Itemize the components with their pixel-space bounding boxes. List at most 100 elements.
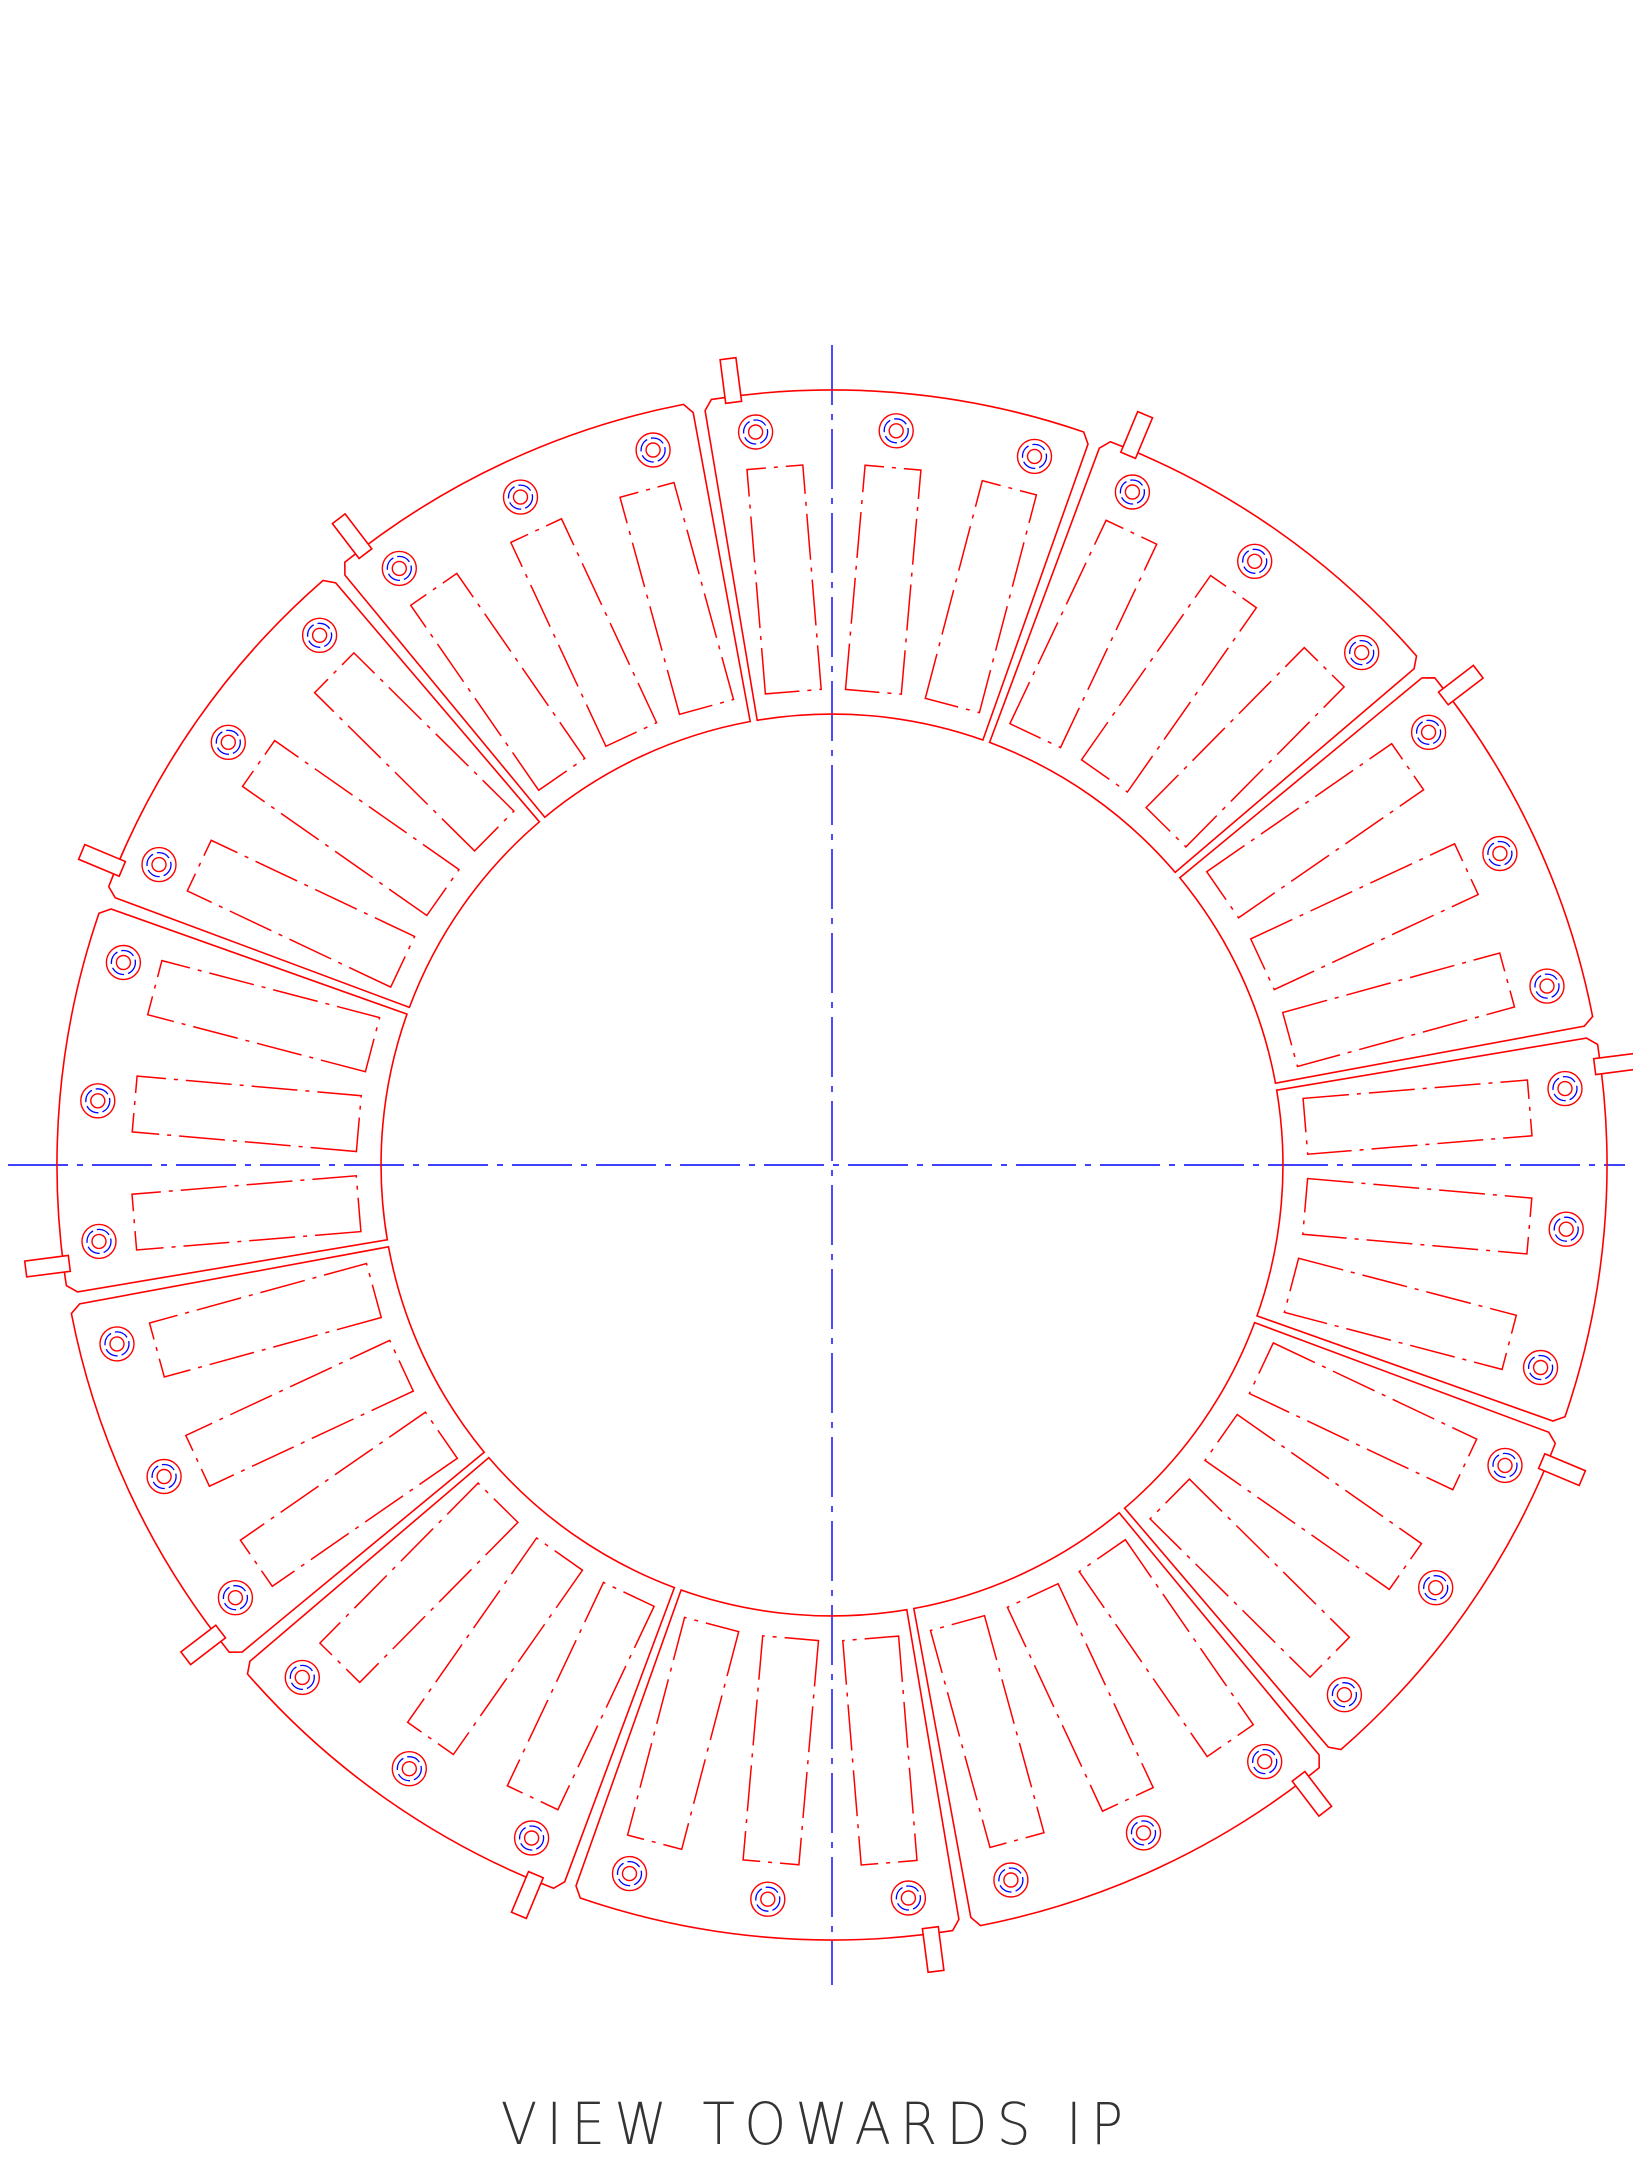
segment-outline — [70, 1245, 486, 1654]
bolt-hole — [611, 1855, 648, 1892]
bolt-hole — [301, 617, 338, 653]
mounting-tab — [77, 843, 127, 878]
pocket-outline — [742, 1634, 820, 1866]
pocket-outline — [626, 1616, 740, 1851]
pocket-outline — [186, 839, 416, 989]
pocket-outline — [318, 1482, 519, 1684]
pocket-outline — [313, 651, 515, 852]
bolt-hole — [1417, 1569, 1454, 1606]
mounting-tab — [23, 1254, 72, 1278]
bolt-hole — [750, 1881, 786, 1917]
pocket-outline — [131, 1174, 362, 1251]
pocket-outline — [1203, 1413, 1423, 1591]
bolt-hole — [1547, 1070, 1583, 1107]
bolt-hole — [1487, 1447, 1523, 1484]
mounting-tab — [1537, 1452, 1587, 1487]
pocket-outline — [1301, 1177, 1533, 1255]
segment-outline — [1178, 676, 1594, 1085]
bolt-hole — [993, 1862, 1029, 1898]
bolt-hole — [890, 1880, 927, 1916]
segment-outline — [107, 579, 541, 1009]
bolt-hole — [210, 724, 247, 760]
ring-segment — [1178, 664, 1594, 1085]
bolt-hole — [1326, 1676, 1363, 1713]
segment-outline — [912, 1511, 1321, 1927]
bolt-hole — [1343, 634, 1380, 671]
pocket-outline — [1283, 1257, 1518, 1371]
ring-segments — [23, 356, 1633, 1974]
bolt-hole — [1522, 1349, 1559, 1386]
pocket-outline — [1078, 1538, 1255, 1758]
bolt-hole — [146, 1458, 182, 1495]
pocket-outline — [409, 572, 586, 792]
ring-segment — [23, 908, 409, 1293]
bolt-hole — [1236, 543, 1273, 579]
pocket-outline — [1248, 1341, 1478, 1491]
mounting-tab — [1119, 410, 1154, 460]
segment-outline — [56, 908, 409, 1293]
segment-outline — [1255, 1037, 1608, 1422]
ring-segment — [1123, 1321, 1587, 1751]
mounting-tab — [331, 512, 373, 560]
pocket-outline — [406, 1536, 584, 1756]
bolt-hole — [1125, 1815, 1162, 1851]
bolt-hole — [99, 1326, 135, 1362]
pocket-outline — [1281, 952, 1516, 1068]
pocket-outline — [506, 1581, 656, 1811]
pocket-outline — [1145, 646, 1346, 848]
ring-segment — [575, 1588, 960, 1974]
mounting-tab — [1291, 1770, 1333, 1818]
bolt-hole — [513, 1820, 550, 1856]
ring-segment — [77, 579, 541, 1009]
segment-outline — [988, 440, 1418, 874]
pocket-outline — [924, 479, 1038, 714]
ring-segment — [70, 1245, 486, 1666]
bolt-hole — [1246, 1743, 1283, 1780]
pocket-outline — [929, 1614, 1045, 1849]
view-title: VIEW TOWARDS IP — [500, 2090, 1133, 2158]
pocket-outline — [1302, 1079, 1533, 1156]
pocket-outline — [746, 464, 823, 695]
ring-segment — [1255, 1037, 1633, 1422]
pocket-outline — [1249, 842, 1480, 991]
mounting-tab — [921, 1925, 945, 1974]
mounting-tab — [1592, 1052, 1633, 1076]
mounting-tab — [510, 1870, 545, 1920]
mounting-tab — [719, 356, 743, 405]
pocket-outline — [148, 1262, 383, 1378]
segment-outline — [343, 403, 752, 819]
pocket-outline — [1149, 1478, 1351, 1679]
ring-segment — [988, 410, 1418, 874]
ring-segment — [704, 356, 1089, 742]
pocket-outline — [841, 1635, 918, 1866]
pocket-outline — [1205, 742, 1425, 919]
pocket-outline — [241, 739, 461, 917]
mounting-tab — [1437, 664, 1485, 706]
mounting-tab — [179, 1624, 227, 1666]
bolt-hole — [105, 944, 142, 981]
bolt-hole — [1548, 1211, 1584, 1247]
bolt-hole — [1410, 714, 1447, 750]
bolt-hole — [502, 479, 539, 515]
pocket-outline — [1080, 574, 1258, 794]
bolt-hole — [80, 1083, 116, 1119]
pocket-outline — [184, 1339, 415, 1488]
bolt-hole — [1482, 835, 1518, 872]
segment-outline — [575, 1588, 960, 1941]
bolt-hole — [1016, 438, 1053, 475]
bolt-hole — [217, 1579, 254, 1616]
bolt-hole — [381, 550, 417, 587]
bolt-hole — [81, 1223, 117, 1260]
bolt-hole — [141, 846, 177, 883]
bolt-hole — [1529, 968, 1565, 1004]
segment-outline — [1123, 1321, 1557, 1751]
ring-segment — [331, 403, 752, 819]
pocket-outline — [509, 517, 658, 748]
segment-outline — [246, 1456, 676, 1890]
bolt-hole — [878, 413, 914, 449]
pocket-outline — [1006, 1582, 1155, 1813]
bolt-hole — [391, 1750, 427, 1787]
segment-outline — [704, 389, 1089, 742]
pocket-outline — [1008, 519, 1158, 749]
